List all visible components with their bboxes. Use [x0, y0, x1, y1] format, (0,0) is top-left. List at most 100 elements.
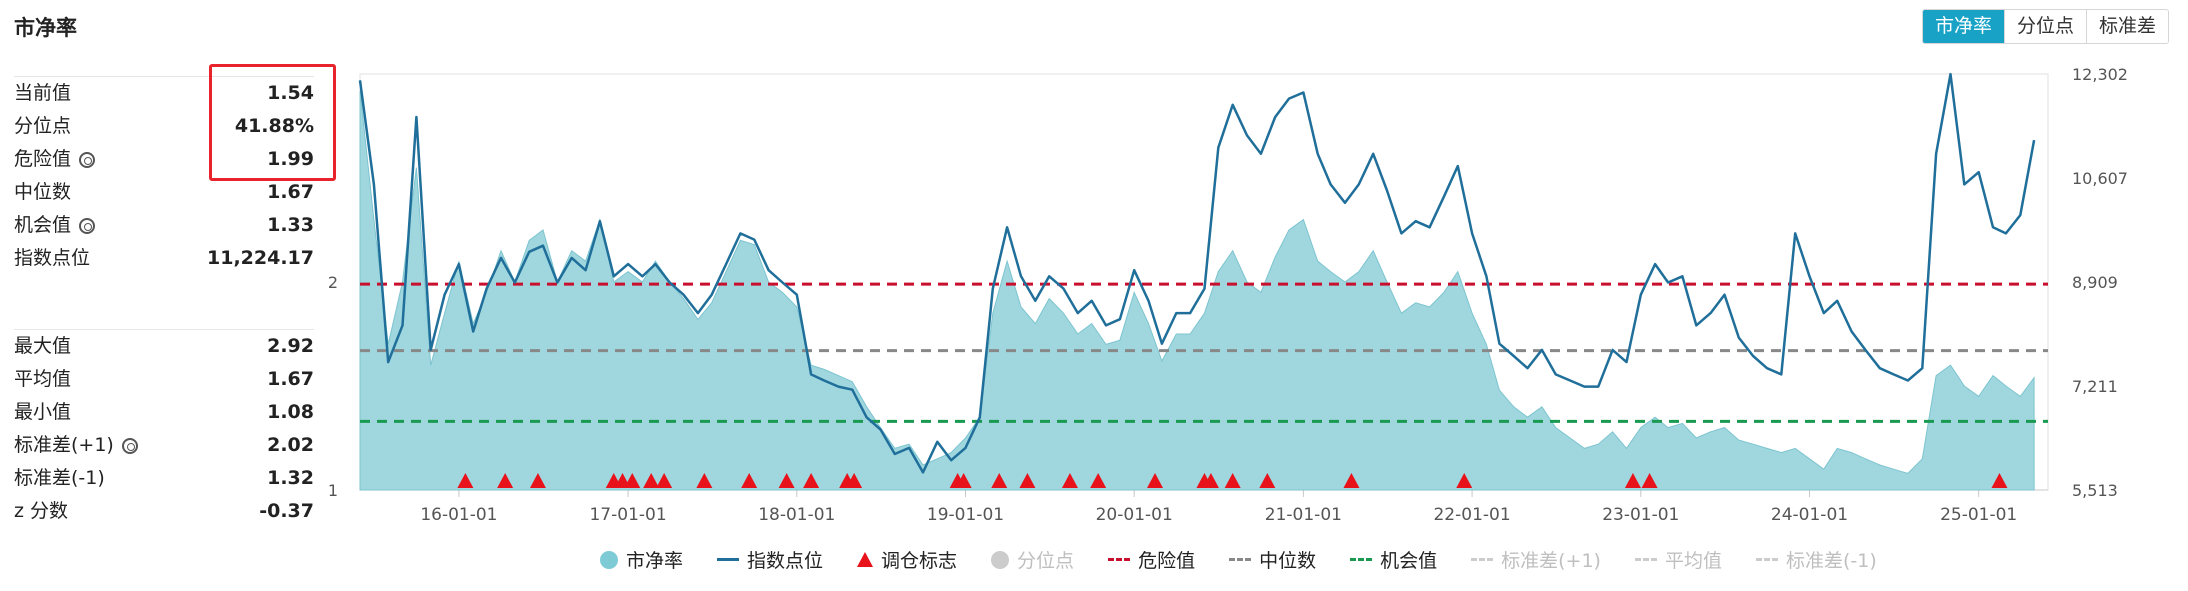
stat-label: z 分数	[14, 500, 69, 522]
stat-value: 11,224.17	[207, 247, 314, 269]
stat-value: 2.02	[267, 434, 314, 456]
stat-label: 标准差(-1)	[14, 467, 105, 489]
rebalance-marker	[643, 473, 660, 488]
stat-row: 平均值 1.67	[14, 363, 314, 396]
rebalance-marker	[778, 473, 795, 488]
rebalance-marker	[1259, 473, 1276, 488]
stat-row: 分位点 41.88%	[14, 110, 314, 143]
legend: 市净率 指数点位 调仓标志 分位点 危险值 中位数 机会值 标准差(+1) 平均值 标准差(-1)	[600, 546, 1877, 573]
rebalance-marker	[656, 473, 673, 488]
legend-item[interactable]: 指数点位	[717, 546, 823, 573]
rebalance-marker	[529, 473, 546, 488]
legend-label: 标准差(-1)	[1785, 550, 1877, 572]
legend-swatch	[1634, 558, 1657, 561]
legend-label: 分位点	[1017, 550, 1075, 572]
gear-icon[interactable]	[79, 151, 96, 168]
x-tick-label: 17-01-01	[589, 505, 666, 525]
legend-item[interactable]: 分位点	[991, 546, 1074, 573]
legend-item[interactable]: 中位数	[1229, 546, 1316, 573]
stat-value: 1.08	[267, 401, 314, 423]
series-pb-area	[359, 90, 2035, 491]
stat-label: 最小值	[14, 401, 72, 423]
stats-panel-top: 当前值 1.54 分位点 41.88% 危险值 1.99 中位数 1.67 机会值 1.33 指数点…	[14, 76, 314, 275]
x-tick-label: 25-01-01	[1940, 505, 2017, 525]
rebalance-marker	[1090, 473, 1107, 488]
rebalance-marker	[741, 473, 758, 488]
highlight-box	[209, 64, 336, 181]
page-title: 市净率	[14, 16, 77, 40]
legend-item[interactable]: 机会值	[1350, 546, 1437, 573]
stat-row: 机会值 1.33	[14, 209, 314, 242]
stat-value: 1.32	[267, 467, 314, 489]
gear-icon[interactable]	[121, 437, 138, 454]
stat-value: 2.92	[267, 335, 314, 357]
rebalance-marker	[696, 473, 713, 488]
stat-label: 平均值	[14, 368, 72, 390]
x-tick-label: 20-01-01	[1096, 505, 1173, 525]
stat-label: 当前值	[14, 82, 72, 104]
stat-value: 1.67	[267, 368, 314, 390]
legend-label: 市净率	[626, 550, 684, 572]
legend-item[interactable]: 平均值	[1634, 546, 1722, 573]
legend-swatch	[1229, 558, 1252, 561]
rebalance-marker	[1224, 473, 1241, 488]
stat-label: 机会值	[14, 209, 96, 242]
y-left-tick-label: 2	[328, 273, 338, 292]
y-right-tick-label: 5,513	[2072, 481, 2118, 500]
rebalance-marker	[991, 473, 1008, 488]
legend-swatch	[1350, 558, 1373, 561]
y-right-tick-label: 10,607	[2072, 169, 2128, 188]
legend-item[interactable]: 危险值	[1108, 546, 1195, 573]
stat-label: 中位数	[14, 181, 72, 203]
x-tick-label: 22-01-01	[1433, 505, 1510, 525]
rebalance-marker	[1019, 473, 1036, 488]
rebalance-marker	[1061, 473, 1078, 488]
legend-item[interactable]: 标准差(+1)	[1471, 546, 1601, 573]
legend-swatch	[857, 552, 874, 567]
legend-label: 标准差(+1)	[1501, 550, 1601, 572]
x-tick-label: 21-01-01	[1265, 505, 1342, 525]
y-right-tick-label: 12,302	[2072, 65, 2128, 84]
rebalance-marker	[624, 473, 641, 488]
legend-label: 机会值	[1380, 550, 1438, 572]
rebalance-marker	[1202, 473, 1219, 488]
toggle-pb-button[interactable]: 市净率	[1922, 10, 2004, 43]
rebalance-marker	[1641, 473, 1658, 488]
stat-row: 最小值 1.08	[14, 396, 314, 429]
legend-item[interactable]: 调仓标志	[857, 546, 957, 573]
stat-label: 指数点位	[14, 247, 91, 269]
toggle-percentile-button[interactable]: 分位点	[2003, 10, 2086, 43]
x-tick-label: 18-01-01	[758, 505, 835, 525]
y-right-tick-label: 8,909	[2072, 273, 2118, 292]
stat-value: 1.54	[267, 82, 314, 104]
legend-swatch	[1755, 558, 1778, 561]
rebalance-marker	[1624, 473, 1641, 488]
rebalance-marker	[1991, 473, 2008, 488]
y-left-tick-label: 1	[328, 481, 338, 500]
legend-item[interactable]: 标准差(-1)	[1755, 546, 1877, 573]
stat-row: 标准差(-1) 1.32	[14, 462, 314, 495]
stat-value: 1.99	[267, 148, 314, 170]
series-index-line	[358, 72, 2036, 474]
x-tick-label: 23-01-01	[1602, 505, 1679, 525]
stat-row: 危险值 1.99	[14, 143, 314, 176]
legend-swatch	[600, 550, 618, 569]
rebalance-marker	[1343, 473, 1360, 488]
legend-item[interactable]: 市净率	[600, 546, 683, 573]
gear-icon[interactable]	[79, 217, 96, 234]
stats-panel-bottom: 最大值 2.92 平均值 1.67 最小值 1.08 标准差(+1) 2.02 标准差(-1) 1…	[14, 329, 314, 528]
mode-toggle: 市净率 分位点 标准差	[1921, 9, 2169, 44]
legend-swatch	[1108, 558, 1131, 561]
legend-swatch	[1471, 558, 1494, 561]
stat-row: 指数点位 11,224.17	[14, 242, 314, 275]
stat-row: z 分数 -0.37	[14, 495, 314, 528]
rebalance-marker	[457, 473, 474, 488]
stat-value: 1.33	[267, 214, 314, 236]
legend-swatch	[717, 558, 740, 561]
stat-value: 1.67	[267, 181, 314, 203]
y-right-tick-label: 7,211	[2072, 377, 2118, 396]
stat-label: 分位点	[14, 115, 72, 137]
toggle-stddev-button[interactable]: 标准差	[2085, 10, 2168, 43]
stat-value: 41.88%	[234, 115, 314, 137]
